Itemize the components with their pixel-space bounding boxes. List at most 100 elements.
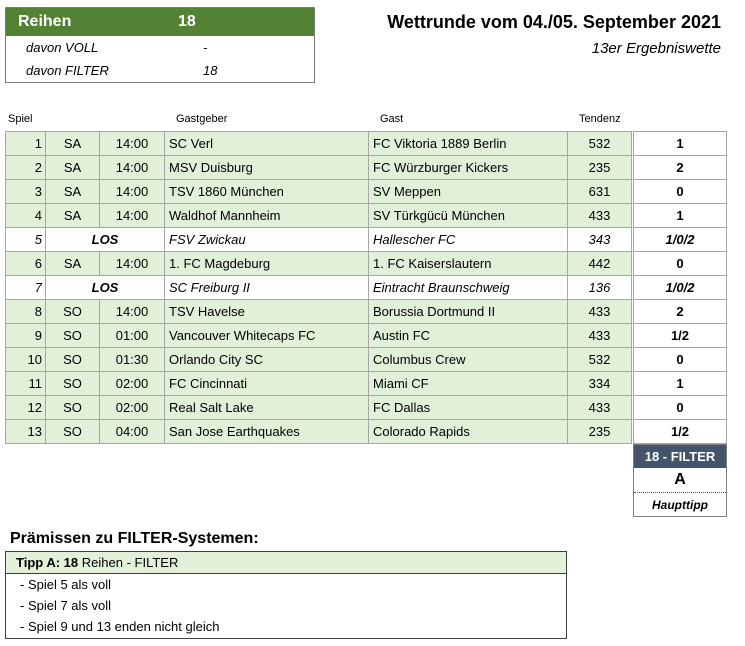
filter-label: Haupttipp xyxy=(652,498,708,512)
match-day: SA xyxy=(45,203,100,228)
match-time: 14:00 xyxy=(99,155,165,180)
match-time: 02:00 xyxy=(99,395,165,420)
match-away-team: Miami CF xyxy=(368,371,568,396)
match-tipp: 2 xyxy=(633,155,727,180)
match-tipp: 1 xyxy=(633,203,727,228)
match-number: 7 xyxy=(5,275,46,300)
match-number: 2 xyxy=(5,155,46,180)
summary-filter-value: 18 xyxy=(203,63,218,78)
col-header-spiel: Spiel xyxy=(8,113,33,125)
match-row: 12 SO 02:00 Real Salt Lake FC Dallas 433 xyxy=(5,395,632,420)
col-header-gastgeber: Gastgeber xyxy=(176,113,228,125)
premises-header: Tipp A: 18 Reihen - FILTER xyxy=(6,552,566,574)
tip-row: 1 xyxy=(633,371,727,396)
summary-row-filter: davon FILTER 18 xyxy=(6,59,314,82)
match-home-team: FSV Zwickau xyxy=(164,227,369,252)
match-time: 14:00 xyxy=(99,131,165,156)
summary-voll-value: - xyxy=(203,40,208,55)
match-row: 13 SO 04:00 San Jose Earthquakes Colorado Ra… xyxy=(5,419,632,444)
summary-row-voll: davon VOLL - xyxy=(6,36,314,59)
match-row: 5 LOS FSV Zwickau Hallescher FC 343 xyxy=(5,227,632,252)
tip-row: 2 xyxy=(633,155,727,180)
premises-tip-prefix: Tipp A: xyxy=(16,555,61,570)
tip-row: 1 xyxy=(633,203,727,228)
match-tipp: 1 xyxy=(633,371,727,396)
rows-summary-header: Reihen 18 xyxy=(6,8,314,36)
match-tipp: 1/2 xyxy=(633,419,727,444)
tip-row: 0 xyxy=(633,251,727,276)
tip-row: 1/0/2 xyxy=(633,227,727,252)
match-tendenz: 343 xyxy=(567,227,632,252)
match-home-team: Real Salt Lake xyxy=(164,395,369,420)
match-away-team: 1. FC Kaiserslautern xyxy=(368,251,568,276)
tip-row: 1/2 xyxy=(633,419,727,444)
match-home-team: SC Verl xyxy=(164,131,369,156)
match-number: 1 xyxy=(5,131,46,156)
premises-line: - Spiel 7 als voll xyxy=(20,598,112,613)
match-los-label: LOS xyxy=(45,227,165,252)
match-tipp: 0 xyxy=(633,395,727,420)
match-tendenz: 433 xyxy=(567,299,632,324)
match-away-team: Austin FC xyxy=(368,323,568,348)
filter-box: 18 - FILTER A Haupttipp xyxy=(633,444,727,517)
match-tendenz: 136 xyxy=(567,275,632,300)
match-away-team: Colorado Rapids xyxy=(368,419,568,444)
filter-header: 18 - FILTER xyxy=(634,445,726,468)
premises-title: Prämissen zu FILTER-Systemen: xyxy=(10,530,259,547)
match-tendenz: 433 xyxy=(567,395,632,420)
match-number: 6 xyxy=(5,251,46,276)
match-home-team: FC Cincinnati xyxy=(164,371,369,396)
match-away-team: Eintracht Braunschweig xyxy=(368,275,568,300)
match-number: 10 xyxy=(5,347,46,372)
match-row: 9 SO 01:00 Vancouver Whitecaps FC Austin FC 4… xyxy=(5,323,632,348)
match-time: 01:30 xyxy=(99,347,165,372)
premises-tip-count: 18 xyxy=(63,555,79,570)
match-row: 4 SA 14:00 Waldhof Mannheim SV Türkgücü Münc… xyxy=(5,203,632,228)
match-day: SA xyxy=(45,131,100,156)
match-los-label: LOS xyxy=(45,275,165,300)
match-home-team: MSV Duisburg xyxy=(164,155,369,180)
match-tendenz: 334 xyxy=(567,371,632,396)
match-tipp: 1/0/2 xyxy=(633,227,727,252)
rows-summary-box: Reihen 18 davon VOLL - davon FILTER 18 xyxy=(5,7,315,83)
match-day: SO xyxy=(45,395,100,420)
match-tipp: 1/2 xyxy=(633,323,727,348)
tip-row: 0 xyxy=(633,395,727,420)
rows-count: 18 xyxy=(178,13,196,30)
match-row: 8 SO 14:00 TSV Havelse Borussia Dortmund II 4… xyxy=(5,299,632,324)
match-tendenz: 532 xyxy=(567,347,632,372)
summary-filter-label: davon FILTER xyxy=(26,63,109,78)
tip-row: 1/2 xyxy=(633,323,727,348)
col-header-gast: Gast xyxy=(380,113,404,125)
match-home-team: TSV 1860 München xyxy=(164,179,369,204)
match-tipp: 1 xyxy=(633,131,727,156)
match-day: SA xyxy=(45,155,100,180)
match-time: 14:00 xyxy=(99,203,165,228)
match-number: 12 xyxy=(5,395,46,420)
match-time: 14:00 xyxy=(99,251,165,276)
tip-row: 2 xyxy=(633,299,727,324)
match-tendenz: 433 xyxy=(567,203,632,228)
page-title: Wettrunde vom 04./05. September 2021 xyxy=(387,12,721,32)
tip-row: 1/0/2 xyxy=(633,275,727,300)
match-home-team: SC Freiburg II xyxy=(164,275,369,300)
match-away-team: FC Dallas xyxy=(368,395,568,420)
premises-line: - Spiel 5 als voll xyxy=(20,577,112,592)
match-tipp: 1/0/2 xyxy=(633,275,727,300)
match-time: 02:00 xyxy=(99,371,165,396)
match-number: 3 xyxy=(5,179,46,204)
match-time: 01:00 xyxy=(99,323,165,348)
match-time: 14:00 xyxy=(99,299,165,324)
matches-table: 1 SA 14:00 SC Verl FC Viktoria 1889 Berlin 53… xyxy=(5,131,632,444)
match-row: 10 SO 01:30 Orlando City SC Columbus Crew 532 xyxy=(5,347,632,372)
match-day: SO xyxy=(45,347,100,372)
match-tendenz: 442 xyxy=(567,251,632,276)
match-away-team: FC Viktoria 1889 Berlin xyxy=(368,131,568,156)
match-time: 04:00 xyxy=(99,419,165,444)
match-tipp: 0 xyxy=(633,179,727,204)
match-home-team: Vancouver Whitecaps FC xyxy=(164,323,369,348)
summary-voll-label: davon VOLL xyxy=(26,40,99,55)
match-number: 11 xyxy=(5,371,46,396)
premises-tip-suffix: Reihen - FILTER xyxy=(81,555,179,570)
match-row: 2 SA 14:00 MSV Duisburg FC Würzburger Kicker… xyxy=(5,155,632,180)
